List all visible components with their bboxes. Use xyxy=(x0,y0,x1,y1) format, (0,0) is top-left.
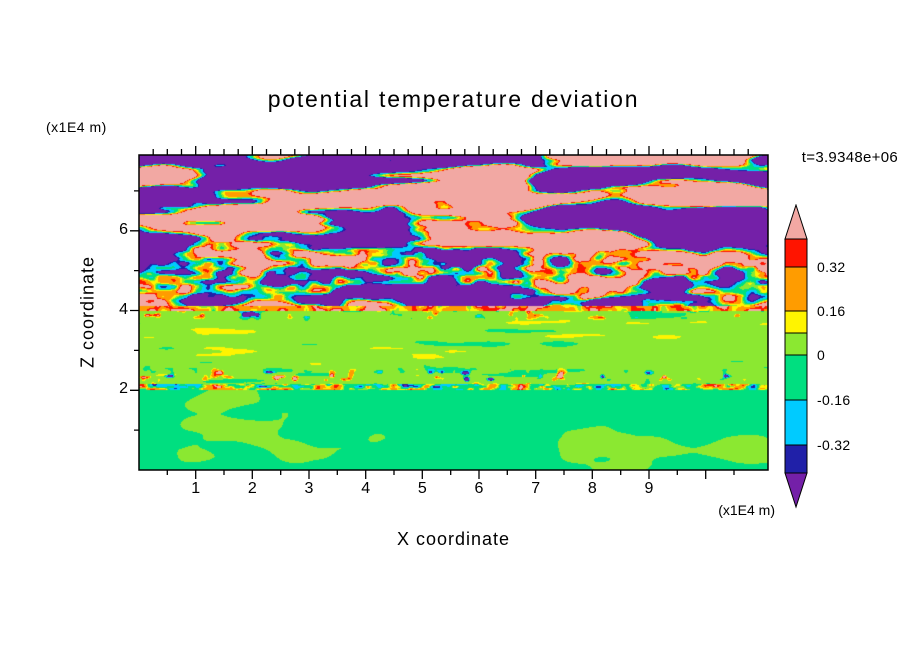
colorbar-tick-label: -0.16 xyxy=(817,392,850,408)
colorbar-segment xyxy=(784,332,808,356)
y-tick-label: 6 xyxy=(119,220,128,238)
y-tick-label: 4 xyxy=(119,300,128,318)
x-axis-title: X coordinate xyxy=(396,529,511,549)
colorbar-segment xyxy=(784,204,808,240)
x-tick-label: 2 xyxy=(247,480,257,497)
x-tick-label: 7 xyxy=(531,480,541,497)
y-axis-unit-label: (x1E4 m) xyxy=(46,119,107,135)
x-tick-label: 1 xyxy=(191,480,201,497)
colorbar-segment xyxy=(784,238,808,268)
colorbar-segment xyxy=(784,472,808,509)
x-axis-unit-label: (x1E4 m) xyxy=(718,502,775,518)
x-tick-label: 6 xyxy=(474,480,484,497)
colorbar: 0.32 0.16 0 -0.16 -0.32 xyxy=(784,204,850,509)
colorbar-segment xyxy=(784,354,808,401)
y-tick-label: 2 xyxy=(119,380,128,398)
colorbar-tick-label: -0.32 xyxy=(817,437,850,453)
colorbar-tick-label: 0.16 xyxy=(817,303,845,319)
x-tick-label: 5 xyxy=(417,480,427,497)
colorbar-segment xyxy=(784,399,808,446)
colorbar-tick-label: 0 xyxy=(817,347,825,363)
colorbar-segment xyxy=(784,444,808,474)
colorbar-segment xyxy=(784,266,808,312)
x-tick-label: 8 xyxy=(587,480,597,497)
colorbar-tick-label: 0.32 xyxy=(817,259,845,275)
plot-area xyxy=(139,155,768,470)
time-annotation: t=3.9348e+06 xyxy=(801,149,898,166)
x-tick-label: 9 xyxy=(644,480,654,497)
temperature-deviation-field xyxy=(139,155,768,470)
x-tick-label: 4 xyxy=(361,480,371,497)
x-tick-label: 3 xyxy=(304,480,314,497)
colorbar-segment xyxy=(784,310,808,334)
plot-title: potential temperature deviation xyxy=(267,86,640,112)
